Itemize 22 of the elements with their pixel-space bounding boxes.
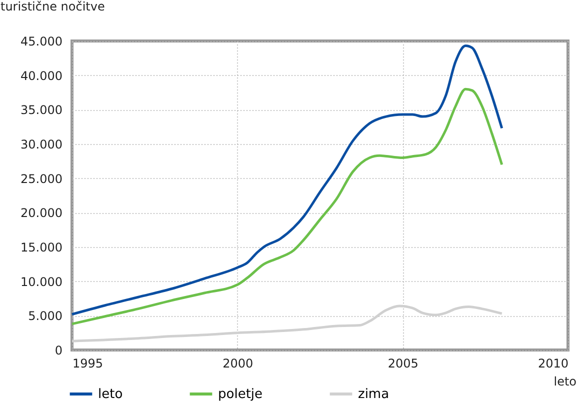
y-tick-label: 5.000 — [28, 309, 62, 324]
y-tick-label: 10.000 — [20, 274, 62, 289]
legend-label: leto — [98, 387, 123, 402]
y-tick-label: 25.000 — [20, 172, 62, 186]
y-tick-label: 20.000 — [20, 206, 62, 220]
y-axis-title: turistične nočitve — [0, 0, 105, 14]
y-tick-label: 40.000 — [20, 68, 62, 83]
x-tick-label: 2005 — [388, 356, 418, 370]
y-tick-label: 30.000 — [20, 138, 62, 152]
y-tick-label: 35.000 — [20, 103, 62, 118]
x-tick-label: 2010 — [538, 356, 568, 370]
x-tick-label: 1995 — [72, 356, 104, 370]
y-tick-label: 0 — [54, 344, 62, 358]
y-tick-label: 15.000 — [20, 240, 62, 254]
y-tick-label: 45.000 — [20, 34, 62, 48]
x-axis-title: leto — [554, 374, 576, 388]
line-series — [70, 44, 504, 316]
line-series — [70, 88, 504, 326]
line-series — [70, 304, 504, 342]
legend-label: poletje — [218, 387, 263, 402]
x-tick-label: 2000 — [222, 356, 254, 370]
legend-label: zima — [358, 387, 390, 402]
